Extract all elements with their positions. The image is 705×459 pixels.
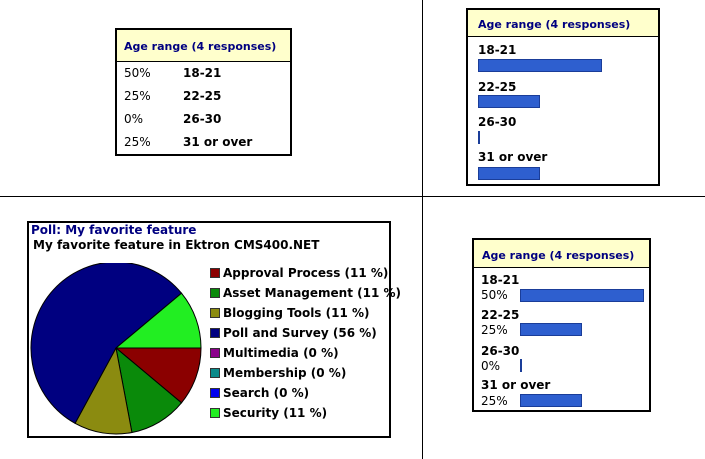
row-label: 18-21 bbox=[183, 66, 222, 80]
legend-swatch bbox=[210, 408, 220, 418]
legend-swatch bbox=[210, 308, 220, 318]
bar bbox=[520, 289, 644, 302]
poll-title: Poll: My favorite feature bbox=[31, 223, 197, 237]
legend-swatch bbox=[210, 288, 220, 298]
poll-subtitle: My favorite feature in Ektron CMS400.NET bbox=[33, 238, 320, 252]
bar bbox=[478, 131, 480, 144]
bar-label: 31 or over bbox=[481, 378, 551, 392]
bar-percent: 25% bbox=[481, 323, 508, 337]
bar-label: 22-25 bbox=[478, 80, 517, 94]
age-range-table-panel: Age range (4 responses) 50% 18-21 25% 22… bbox=[115, 28, 292, 156]
legend-label: Asset Management (11 %) bbox=[223, 286, 402, 300]
pie-chart bbox=[30, 263, 202, 435]
panel-title: Age range (4 responses) bbox=[117, 30, 290, 62]
bar-label: 22-25 bbox=[481, 308, 520, 322]
row-percent: 25% bbox=[124, 89, 151, 103]
row-label: 22-25 bbox=[183, 89, 222, 103]
bar-label: 18-21 bbox=[478, 43, 517, 57]
bar-label: 26-30 bbox=[481, 344, 520, 358]
horizontal-divider bbox=[0, 196, 705, 197]
bar-label: 26-30 bbox=[478, 115, 517, 129]
legend-label: Multimedia (0 %) bbox=[223, 346, 339, 360]
row-percent: 50% bbox=[124, 66, 151, 80]
legend-label: Security (11 %) bbox=[223, 406, 328, 420]
legend-swatch bbox=[210, 348, 220, 358]
legend-label: Approval Process (11 %) bbox=[223, 266, 389, 280]
bar-percent: 50% bbox=[481, 288, 508, 302]
panel-title: Age range (4 responses) bbox=[474, 240, 649, 268]
legend-label: Membership (0 %) bbox=[223, 366, 347, 380]
row-percent: 25% bbox=[124, 135, 151, 149]
row-label: 31 or over bbox=[183, 135, 253, 149]
pie-slice bbox=[114, 292, 202, 349]
legend-label: Blogging Tools (11 %) bbox=[223, 306, 370, 320]
favorite-feature-poll-panel: Poll: My favorite feature My favorite fe… bbox=[27, 221, 401, 438]
bar bbox=[520, 394, 582, 407]
age-range-bars-panel: Age range (4 responses) 18-21 22-25 26-3… bbox=[466, 8, 660, 186]
bar bbox=[520, 359, 522, 372]
legend-swatch bbox=[210, 328, 220, 338]
bar bbox=[478, 167, 540, 180]
pie-slice bbox=[30, 263, 183, 425]
bar bbox=[478, 95, 540, 108]
legend-label: Search (0 %) bbox=[223, 386, 310, 400]
vertical-divider bbox=[422, 0, 423, 459]
bar-label: 31 or over bbox=[478, 150, 548, 164]
legend-swatch bbox=[210, 268, 220, 278]
panel-title: Age range (4 responses) bbox=[468, 10, 658, 37]
bar-percent: 25% bbox=[481, 394, 508, 408]
row-percent: 0% bbox=[124, 112, 144, 126]
legend-swatch bbox=[210, 368, 220, 378]
row-label: 26-30 bbox=[183, 112, 222, 126]
bar bbox=[520, 323, 582, 336]
legend-label: Poll and Survey (56 %) bbox=[223, 326, 377, 340]
bar bbox=[478, 59, 602, 72]
bar-label: 18-21 bbox=[481, 273, 520, 287]
bar-percent: 0% bbox=[481, 359, 501, 373]
age-range-bars-percent-panel: Age range (4 responses) 18-21 50% 22-25 … bbox=[472, 238, 651, 412]
legend-swatch bbox=[210, 388, 220, 398]
